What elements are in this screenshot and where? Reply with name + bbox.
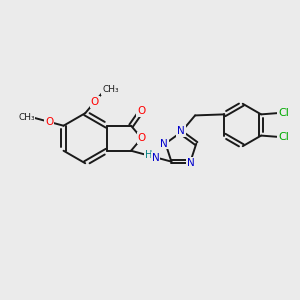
Text: Cl: Cl	[278, 132, 289, 142]
Text: N: N	[152, 153, 160, 163]
Text: O: O	[45, 117, 53, 127]
Text: Cl: Cl	[278, 108, 289, 118]
Text: O: O	[137, 106, 145, 116]
Text: CH₃: CH₃	[18, 113, 35, 122]
Text: N: N	[177, 126, 185, 136]
Text: CH₃: CH₃	[102, 85, 119, 94]
Text: N: N	[187, 158, 194, 168]
Text: O: O	[91, 97, 99, 107]
Text: H: H	[145, 150, 152, 160]
Text: N: N	[160, 139, 168, 148]
Text: O: O	[137, 133, 146, 143]
